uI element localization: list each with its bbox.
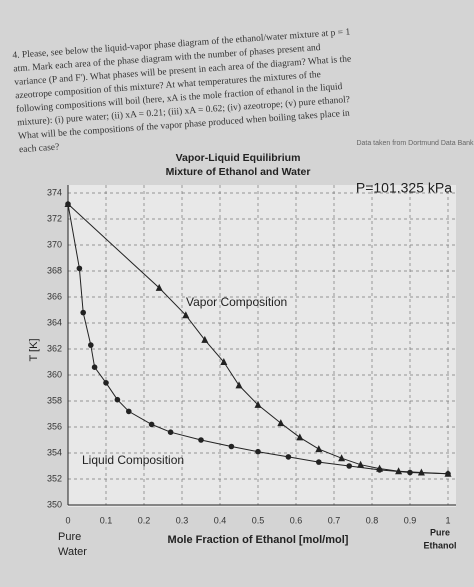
marker <box>357 460 365 468</box>
annotation: Vapor Composition <box>186 295 287 309</box>
marker <box>148 421 155 428</box>
y-axis-label: T [K] <box>28 338 40 361</box>
chart-title: Vapor-Liquid Equilibrium <box>176 152 301 164</box>
marker <box>445 471 451 477</box>
y-tick-label: 350 <box>47 499 62 509</box>
y-tick-label: 366 <box>47 291 62 301</box>
marker <box>254 400 262 408</box>
marker <box>114 396 121 403</box>
marker <box>76 265 83 272</box>
x-tick-label: 0.1 <box>100 515 113 525</box>
x-axis-label: Mole Fraction of Ethanol [mol/mol] <box>168 534 349 546</box>
y-tick-label: 354 <box>47 447 62 457</box>
question-line: each case? <box>19 142 60 155</box>
marker <box>91 364 98 371</box>
marker <box>338 454 346 462</box>
y-tick-label: 372 <box>47 213 62 223</box>
marker <box>182 311 190 319</box>
series-line <box>67 203 449 475</box>
x-tick-label: 1 <box>445 515 450 525</box>
marker <box>198 437 204 443</box>
end-label: Ethanol <box>424 540 457 550</box>
marker <box>395 467 403 475</box>
y-tick-label: 360 <box>47 369 62 379</box>
marker <box>296 433 304 441</box>
annotation: P=101.325 kPa <box>356 180 452 196</box>
x-tick-label: 0.7 <box>328 515 341 525</box>
y-tick-label: 364 <box>47 317 62 327</box>
marker <box>255 448 261 455</box>
y-tick-label: 358 <box>47 395 62 405</box>
x-tick-label: 0.5 <box>252 515 265 525</box>
marker <box>155 283 163 291</box>
x-tick-label: 0.2 <box>138 515 151 525</box>
marker <box>88 342 94 348</box>
x-tick-label: 0.9 <box>404 515 417 525</box>
marker <box>315 445 323 453</box>
marker <box>376 467 383 473</box>
x-tick-label: 0.4 <box>214 515 227 525</box>
y-tick-label: 362 <box>47 343 62 353</box>
marker <box>65 201 71 207</box>
end-label: Pure <box>58 531 81 543</box>
y-tick-label: 352 <box>47 473 62 483</box>
marker <box>346 463 353 469</box>
marker <box>316 459 322 465</box>
marker <box>277 419 285 427</box>
marker <box>235 381 243 389</box>
y-tick-label: 370 <box>47 239 62 249</box>
marker <box>167 429 174 436</box>
x-tick-label: 0.8 <box>366 515 379 525</box>
marker <box>285 454 292 460</box>
marker <box>103 380 109 386</box>
x-tick-label: 0.6 <box>290 515 303 525</box>
marker <box>220 358 228 365</box>
x-tick-label: 0 <box>65 515 70 525</box>
marker <box>201 335 209 343</box>
marker <box>417 468 425 476</box>
chart-title: Mixture of Ethanol and Water <box>166 166 311 178</box>
end-label: Pure <box>430 527 450 537</box>
y-tick-label: 356 <box>47 421 62 431</box>
marker <box>80 309 86 316</box>
y-tick-label: 368 <box>47 265 62 275</box>
source: Data taken from Dortmund Data Bank <box>356 140 474 147</box>
annotation: Liquid Composition <box>82 453 184 467</box>
marker <box>228 443 235 450</box>
x-tick-label: 0.3 <box>176 515 189 525</box>
y-tick-label: 374 <box>47 187 62 197</box>
marker <box>126 408 132 415</box>
end-label: Water <box>58 546 87 558</box>
marker <box>407 469 413 476</box>
